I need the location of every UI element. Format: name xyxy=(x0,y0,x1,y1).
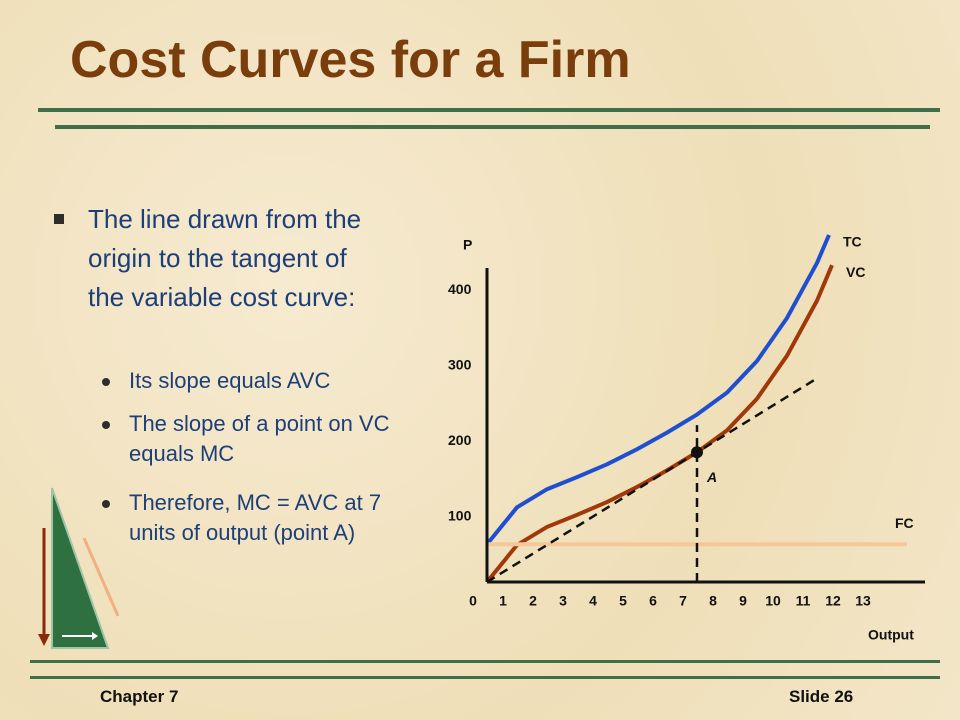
y-tick-label: 400 xyxy=(448,281,472,297)
bullet-marker xyxy=(54,214,64,224)
series-label[interactable]: VC xyxy=(846,264,865,280)
tangent-line xyxy=(486,377,818,584)
y-tick-label: 300 xyxy=(448,356,472,372)
x-tick-label: 12 xyxy=(825,593,841,609)
x-tick-label: 5 xyxy=(619,593,627,609)
x-tick-label: 3 xyxy=(559,593,567,609)
x-tick-label: 6 xyxy=(649,593,657,609)
x-tick-label: 13 xyxy=(855,593,871,609)
arrow xyxy=(92,632,98,640)
bullet-marker xyxy=(102,421,110,429)
rule xyxy=(38,108,940,112)
point-label: A xyxy=(706,469,717,485)
triangle xyxy=(51,487,110,649)
x-tick-label: 2 xyxy=(529,593,537,609)
footer-left: Chapter 7 xyxy=(100,687,179,706)
rule xyxy=(30,676,940,679)
bullet-marker xyxy=(102,378,110,386)
x-tick-label: 1 xyxy=(499,593,507,609)
line-1 xyxy=(485,264,834,584)
x-tick-label: 10 xyxy=(765,593,781,609)
sub-bullet: Its slope equals AVC xyxy=(129,368,331,393)
arrow xyxy=(38,634,50,646)
bullet: The line drawn from the origin to the ta… xyxy=(88,204,362,312)
x-tick-label: 9 xyxy=(739,593,747,609)
line-0 xyxy=(485,234,831,546)
series-label[interactable]: TC xyxy=(843,234,862,250)
y-axis-label: P xyxy=(463,237,472,253)
bullet-marker xyxy=(102,500,110,508)
y-tick-label: 200 xyxy=(448,432,472,448)
x-axis-label: Output xyxy=(868,627,914,643)
x-tick-label: 11 xyxy=(796,593,811,609)
sub-bullet: The slope of a point on VC equals MC xyxy=(129,411,390,466)
y-tick-label: 100 xyxy=(448,507,472,523)
footer-right: Slide 26 xyxy=(789,687,854,706)
rule xyxy=(55,125,930,129)
tangent-point xyxy=(691,446,703,459)
x-tick-label: 7 xyxy=(679,593,687,609)
series-label[interactable]: FC xyxy=(895,515,914,531)
x-tick-label: 4 xyxy=(589,593,597,609)
sub-bullet: Therefore, MC = AVC at 7 units of output… xyxy=(129,490,382,545)
arrow xyxy=(82,537,120,617)
rule xyxy=(30,660,940,663)
x-tick-label: 8 xyxy=(709,593,717,609)
title: Cost Curves for a Firm xyxy=(70,31,631,89)
x-tick-label: 0 xyxy=(469,593,477,609)
